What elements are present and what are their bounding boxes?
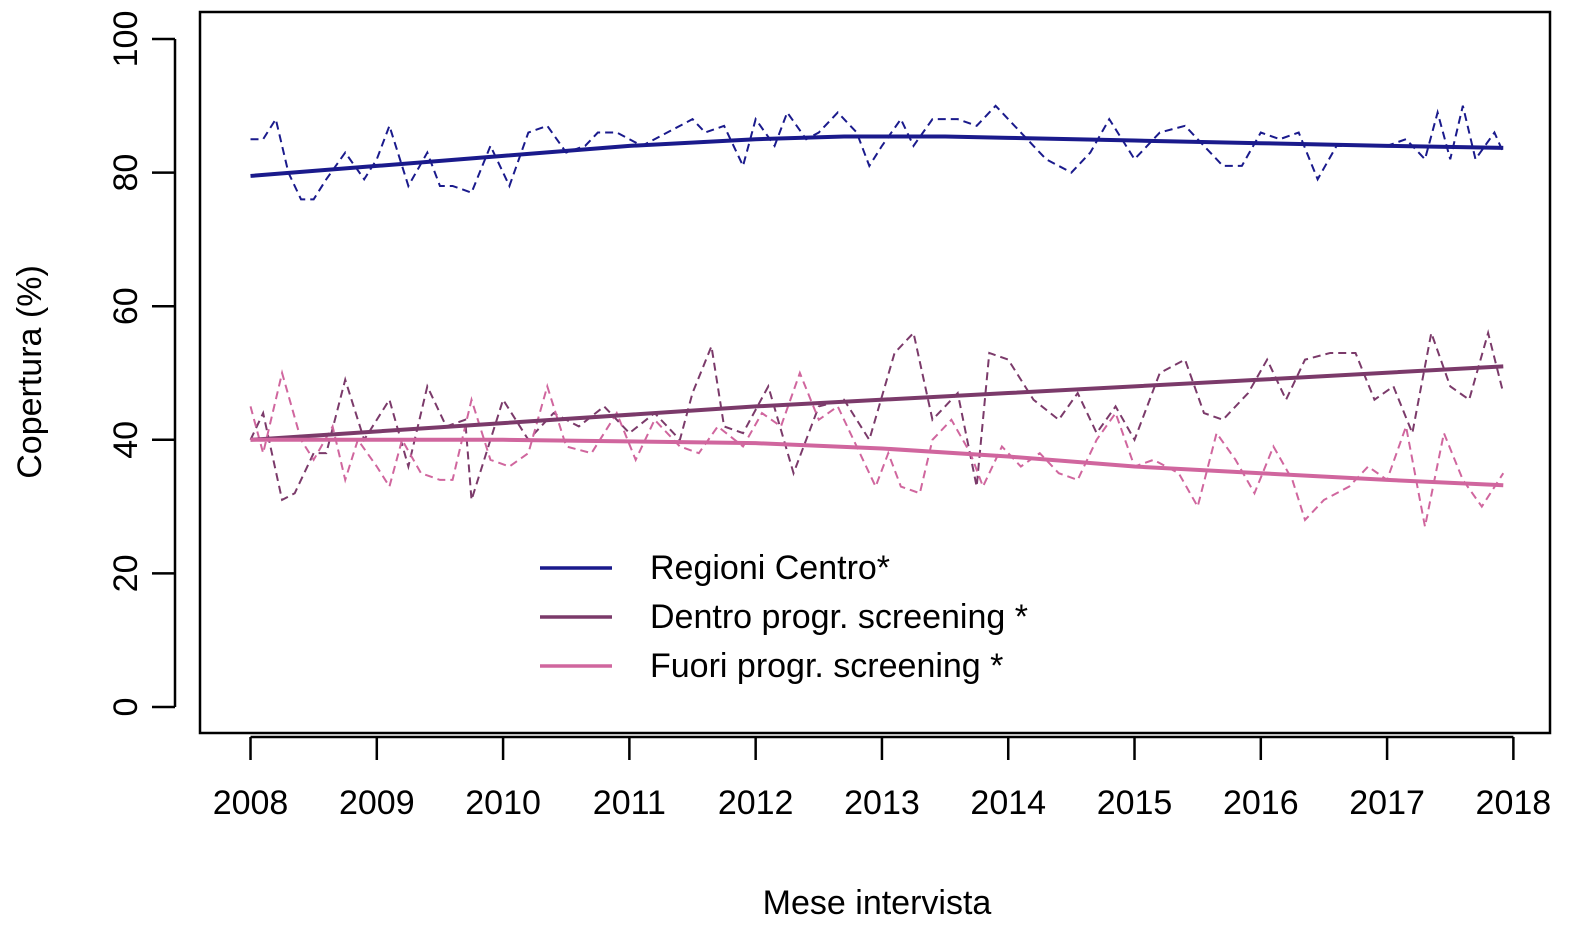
plot-box bbox=[198, 10, 1552, 735]
y-tick-label: 0 bbox=[107, 698, 145, 717]
y-tick-label: 60 bbox=[107, 287, 145, 325]
x-tick-label: 2009 bbox=[339, 784, 415, 822]
monthly-line bbox=[249, 369, 1505, 527]
legend-label: Dentro progr. screening * bbox=[650, 598, 1028, 636]
y-tick-label: 20 bbox=[107, 554, 145, 592]
trend-line bbox=[250, 437, 1504, 488]
legend-label: Fuori progr. screening * bbox=[650, 647, 1003, 685]
x-tick-label: 2017 bbox=[1349, 784, 1425, 822]
x-tick-label: 2008 bbox=[213, 784, 289, 822]
monthly-line bbox=[250, 104, 1505, 201]
y-axis-title: Copertura (%) bbox=[11, 265, 49, 479]
x-tick-label: 2011 bbox=[593, 784, 666, 822]
y-tick-label: 100 bbox=[107, 11, 145, 68]
y-tick-label: 80 bbox=[107, 154, 145, 192]
x-tick-label: 2010 bbox=[465, 784, 541, 822]
x-tick-label: 2018 bbox=[1476, 784, 1552, 822]
x-tick-label: 2016 bbox=[1223, 784, 1299, 822]
x-tick-label: 2013 bbox=[844, 784, 920, 822]
x-tick-label: 2014 bbox=[970, 784, 1046, 822]
x-tick-label: 2015 bbox=[1097, 784, 1173, 822]
x-axis-title: Mese intervista bbox=[763, 884, 992, 922]
y-tick-label: 40 bbox=[107, 421, 145, 459]
monthly-line bbox=[249, 329, 1505, 502]
x-tick-label: 2012 bbox=[718, 784, 794, 822]
trend-line bbox=[250, 134, 1504, 178]
legend-label: Regioni Centro* bbox=[650, 549, 890, 587]
trend-line bbox=[250, 364, 1504, 442]
